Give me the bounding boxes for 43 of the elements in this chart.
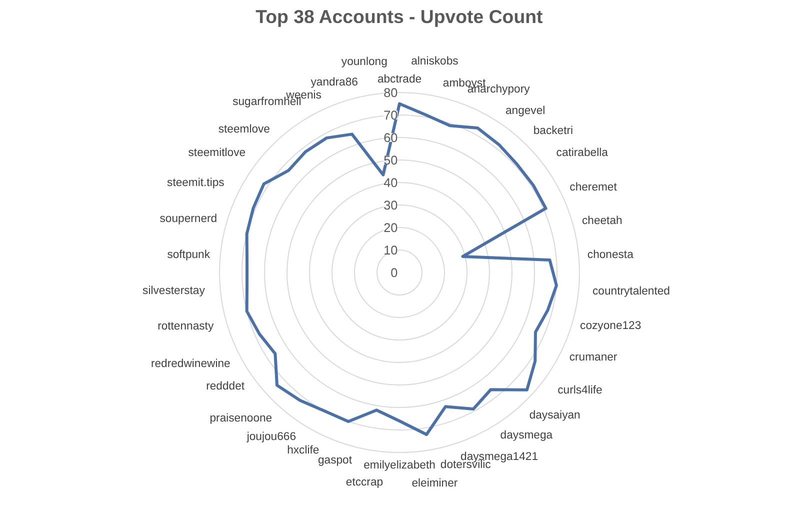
spoke-label: crumaner (569, 351, 618, 364)
spoke-label: steemitlove (188, 147, 246, 160)
spoke-label: redddet (206, 380, 246, 392)
y-tick-label: 20 (384, 221, 398, 235)
spoke-label: soupernerd (160, 213, 218, 226)
spoke-label: chonesta (587, 249, 634, 262)
spoke-label: steemit.tips (167, 177, 225, 190)
y-tick-label: 50 (384, 154, 398, 168)
y-tick-label: 80 (384, 86, 398, 100)
spoke-label: abctrade (377, 73, 422, 86)
spoke-label: hxclife (287, 444, 320, 457)
spoke-label: steemlove (218, 124, 270, 136)
chart-title: Top 38 Accounts - Upvote Count (256, 6, 543, 27)
spoke-label: cheremet (570, 182, 618, 194)
spoke-label: sugarfromhell (232, 96, 302, 108)
spoke-label: curls4life (558, 384, 602, 396)
spoke-label: cheetah (582, 215, 622, 228)
spoke-label: catirabella (556, 147, 609, 160)
spoke-label: gaspot (318, 454, 353, 466)
spoke-label: etccrap (346, 476, 384, 488)
y-tick-label: 40 (384, 176, 398, 190)
y-tick-label: 0 (390, 266, 398, 280)
y-tick-label: 30 (384, 198, 398, 212)
spoke-label: silvesterstay (142, 285, 206, 298)
spoke-label: eleiminer (412, 477, 458, 490)
spoke-label: backetri (533, 125, 574, 137)
spoke-label: daysaiyan (529, 409, 580, 422)
y-tick-label: 10 (384, 244, 398, 258)
spoke-label: cozyone123 (580, 320, 642, 332)
y-tick-label: 60 (384, 131, 398, 145)
spoke-label: praisenoone (210, 412, 272, 424)
spoke-label: daysmega (500, 430, 554, 442)
spoke-label: redredwinewine (150, 358, 230, 370)
spoke-label: younlong (341, 56, 388, 68)
spoke-label: emilyelizabeth (364, 460, 436, 472)
spoke-label: rottennasty (158, 320, 214, 333)
spoke-label: alniskobs (411, 56, 459, 68)
spoke-label: joujou666 (246, 431, 296, 444)
spoke-label: yandra86 (310, 76, 358, 89)
spoke-label: angevel (505, 104, 546, 117)
spoke-label: softpunk (167, 249, 210, 262)
y-tick-label: 70 (384, 108, 398, 122)
spoke-label: countrytalented (592, 286, 670, 298)
